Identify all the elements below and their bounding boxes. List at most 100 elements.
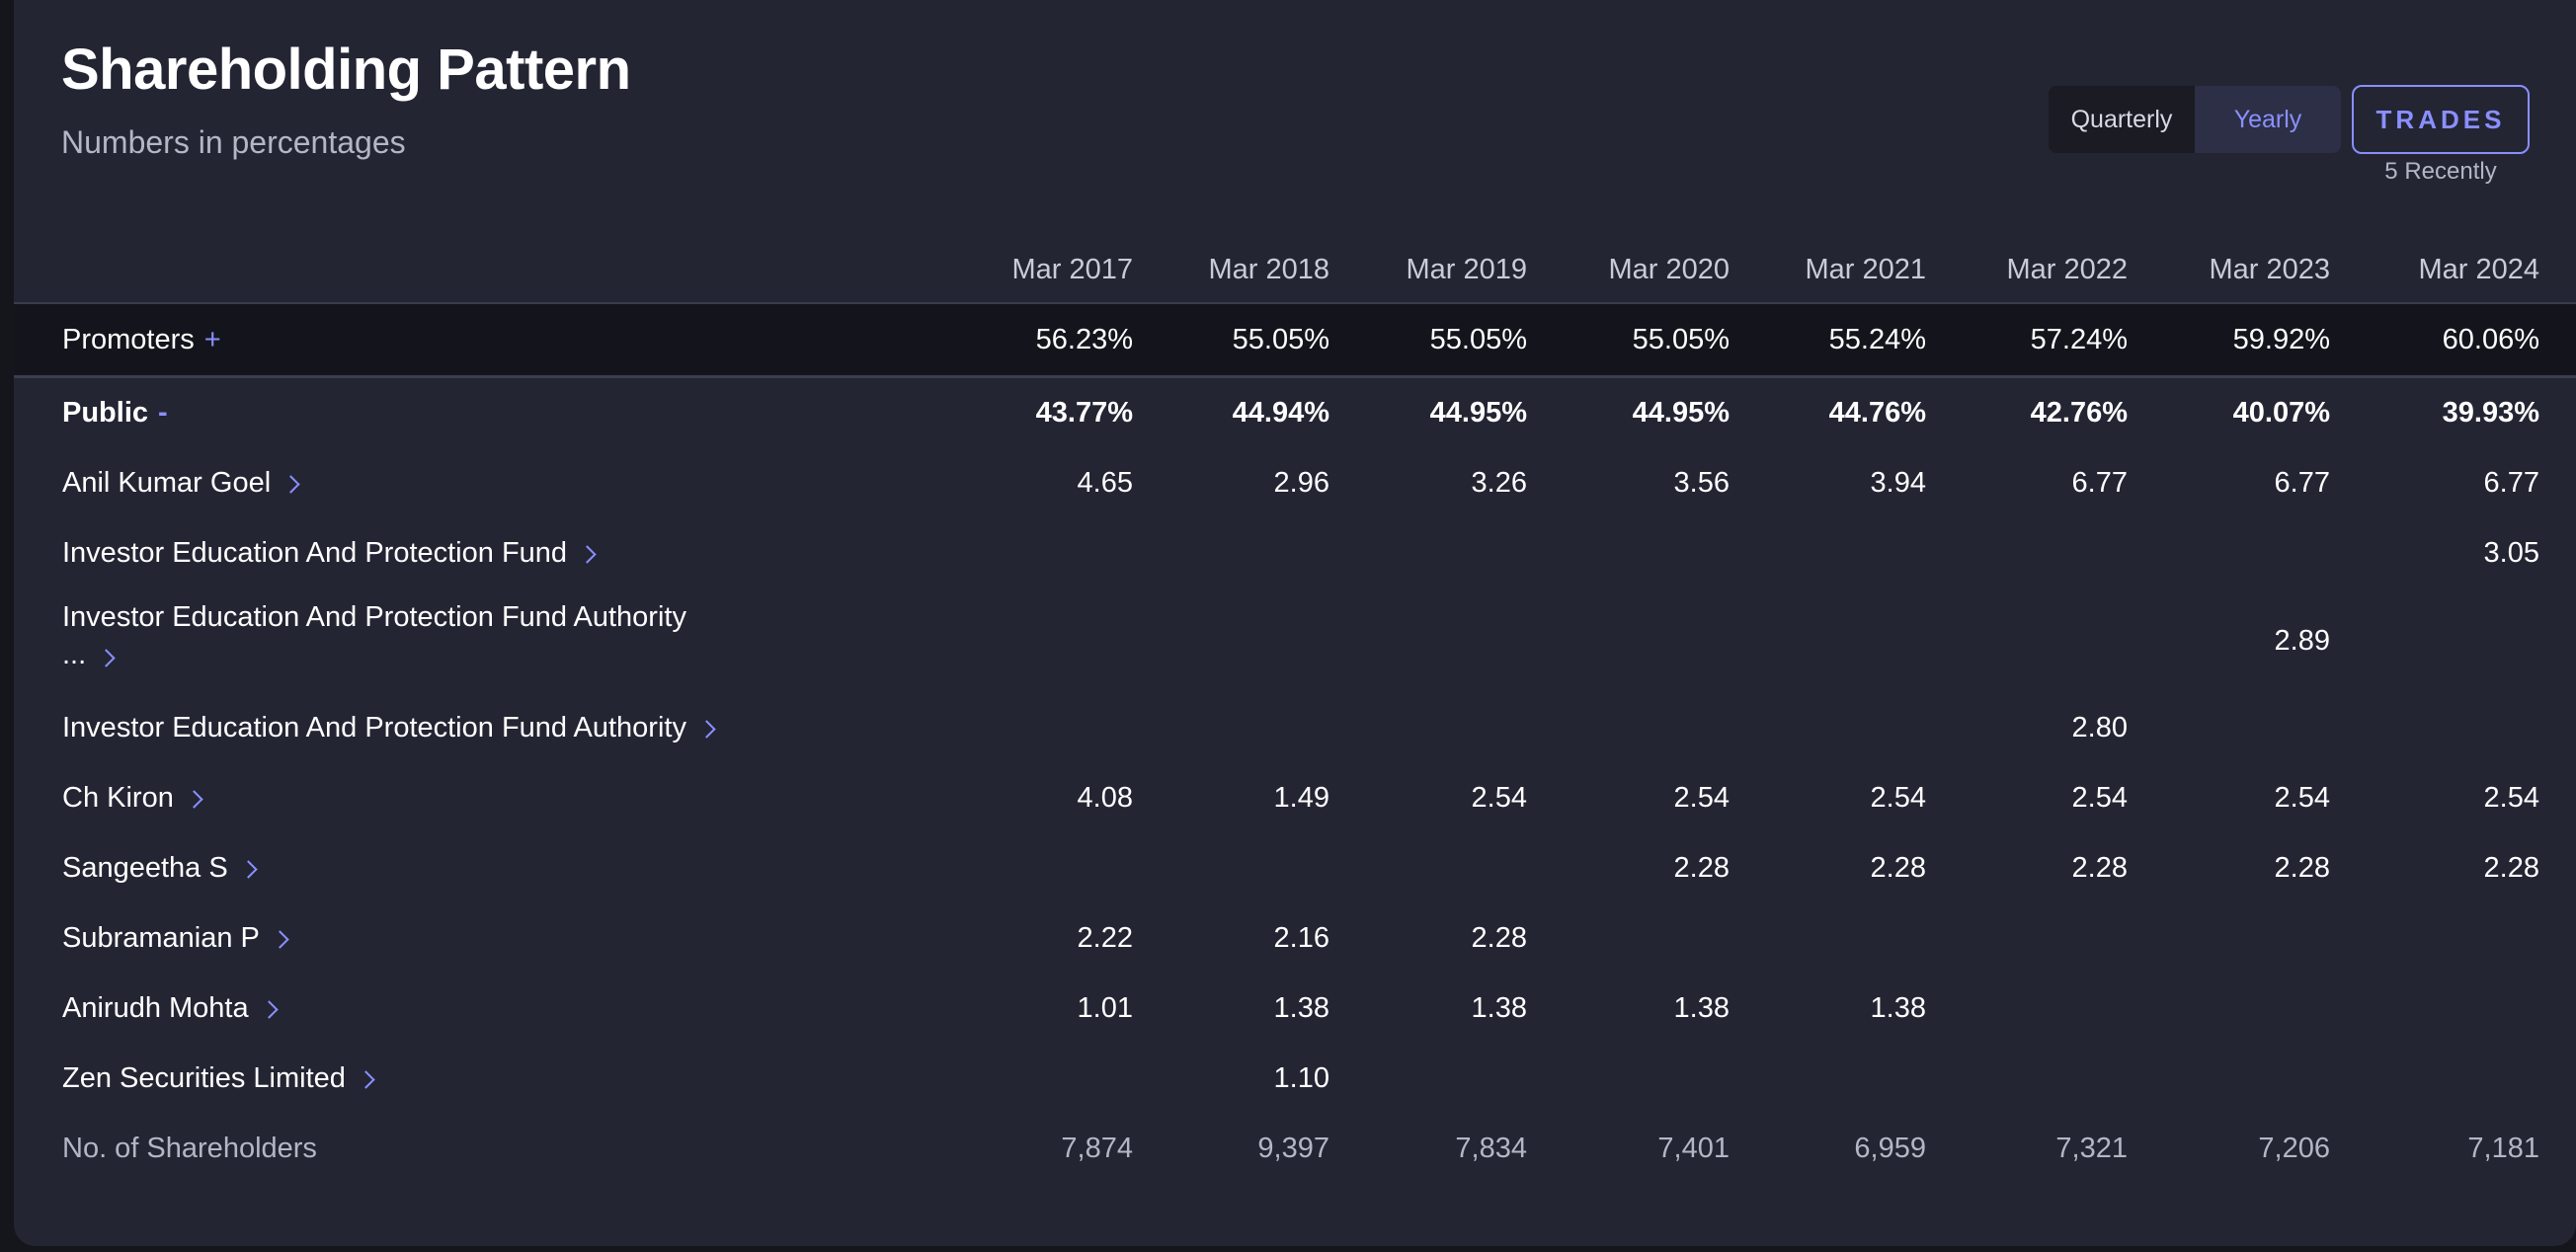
holder-name-text: Anirudh Mohta (62, 992, 249, 1024)
toggle-yearly[interactable]: Yearly (2195, 86, 2341, 153)
table-row[interactable]: Investor Education And Protection Fund A… (14, 693, 2576, 763)
page-title: Shareholding Pattern (61, 38, 631, 102)
table-cell: 56.23% (1035, 323, 1133, 355)
table-cell: 2.28 (2071, 852, 2128, 884)
table-cell (955, 833, 1133, 903)
toggle-quarterly[interactable]: Quarterly (2070, 105, 2173, 133)
promoters-row[interactable]: Promoters + 56.23% 55.05% 55.05% 55.05% … (14, 304, 2576, 378)
table-cell: 60.06% (2442, 323, 2539, 355)
holder-name-text: Anil Kumar Goel (62, 467, 272, 499)
table-row[interactable]: Ch Kiron 4.08 1.49 2.54 2.54 2.54 2.54 2… (14, 763, 2576, 833)
table-cell (1152, 518, 1329, 588)
table-cell: 2.28 (2274, 852, 2330, 884)
table-cell (1349, 518, 1527, 588)
table-cell: 2.28 (1870, 852, 1926, 884)
table-cell: 6.77 (2483, 467, 2539, 499)
chevron-right-icon[interactable] (357, 1070, 375, 1089)
table-cell (1950, 518, 2128, 588)
holder-name-text: Zen Securities Limited (62, 1062, 346, 1094)
table-cell (2362, 1044, 2539, 1114)
shareholding-table: Mar 2017 Mar 2018 Mar 2019 Mar 2020 Mar … (14, 237, 2576, 1184)
table-cell (955, 693, 1133, 763)
table-cell: 3.26 (1471, 467, 1527, 499)
table-cell: 2.16 (1273, 922, 1329, 954)
chevron-right-icon[interactable] (185, 790, 203, 809)
table-cell (1748, 518, 1926, 588)
table-cell: 2.54 (2274, 782, 2330, 814)
table-cell: 2.96 (1273, 467, 1329, 499)
table-cell (1552, 693, 1730, 763)
chevron-right-icon[interactable] (697, 720, 716, 739)
table-cell: 39.93% (2442, 397, 2539, 429)
table-cell: 55.05% (1632, 323, 1730, 355)
table-cell: 1.38 (1471, 992, 1527, 1024)
table-row[interactable]: Investor Education And Protection Fund 3… (14, 518, 2576, 588)
table-row[interactable]: Anirudh Mohta 1.01 1.38 1.38 1.38 1.38 (14, 974, 2576, 1044)
chevron-right-icon[interactable] (578, 545, 597, 564)
table-row[interactable]: Investor Education And Protection Fund A… (14, 588, 2576, 693)
table-row[interactable]: Zen Securities Limited 1.10 (14, 1044, 2576, 1114)
column-header: Mar 2024 (2418, 253, 2539, 285)
table-cell (1152, 693, 1329, 763)
table-cell: 3.05 (2483, 537, 2539, 569)
table-cell (955, 518, 1133, 588)
table-cell: 4.08 (1077, 782, 1133, 814)
table-cell: 1.38 (1673, 992, 1730, 1024)
table-cell: 43.77% (1035, 397, 1133, 429)
trades-button[interactable]: TRADES (2352, 85, 2530, 154)
collapse-public-button[interactable]: - (158, 397, 168, 429)
chevron-right-icon[interactable] (239, 860, 258, 879)
table-cell (1950, 974, 2128, 1044)
table-row[interactable]: Sangeetha S 2.28 2.28 2.28 2.28 2.28 (14, 833, 2576, 903)
chevron-right-icon[interactable] (97, 649, 116, 667)
table-row[interactable]: Subramanian P 2.22 2.16 2.28 (14, 903, 2576, 974)
table-cell: 7,181 (2467, 1133, 2539, 1164)
holder-name-text: Subramanian P (62, 922, 260, 954)
table-cell: 7,206 (2258, 1133, 2330, 1164)
table-cell (1748, 588, 1926, 693)
expand-promoters-button[interactable]: + (203, 323, 221, 355)
public-row[interactable]: Public - 43.77% 44.94% 44.95% 44.95% 44.… (14, 378, 2576, 448)
table-cell: 1.10 (1273, 1062, 1329, 1094)
table-cell: 3.56 (1673, 467, 1730, 499)
table-cell: 57.24% (2030, 323, 2128, 355)
table-cell: 2.28 (2483, 852, 2539, 884)
table-cell (2362, 974, 2539, 1044)
table-cell: 6.77 (2274, 467, 2330, 499)
holder-name-text: Sangeetha S (62, 852, 228, 884)
chevron-right-icon[interactable] (271, 930, 289, 949)
table-cell (1552, 903, 1730, 974)
table-cell (1950, 903, 2128, 974)
holder-name: Anil Kumar Goel (62, 448, 300, 518)
holder-name: Anirudh Mohta (62, 974, 279, 1044)
column-header: Mar 2021 (1805, 253, 1926, 285)
shareholders-row: No. of Shareholders 7,874 9,397 7,834 7,… (14, 1114, 2576, 1184)
ellipsis-text: ... (62, 639, 87, 670)
table-cell (2152, 903, 2330, 974)
table-cell (1349, 588, 1527, 693)
table-cell: 55.05% (1232, 323, 1329, 355)
table-header-row: Mar 2017 Mar 2018 Mar 2019 Mar 2020 Mar … (14, 237, 2576, 304)
holder-name: Sangeetha S (62, 833, 258, 903)
holder-name-text: Investor Education And Protection Fund A… (62, 712, 686, 743)
table-cell: 7,401 (1657, 1133, 1730, 1164)
table-cell: 55.24% (1828, 323, 1926, 355)
table-cell: 2.54 (2071, 782, 2128, 814)
table-cell (1748, 693, 1926, 763)
table-cell (955, 1044, 1133, 1114)
table-cell: 6.77 (2071, 467, 2128, 499)
table-cell (1349, 833, 1527, 903)
chevron-right-icon[interactable] (259, 1000, 279, 1019)
table-cell: 7,321 (2055, 1133, 2128, 1164)
table-cell (1552, 588, 1730, 693)
holder-name-text: Investor Education And Protection Fund (62, 537, 568, 569)
holder-name: Ch Kiron (62, 763, 203, 833)
table-cell (2152, 1044, 2330, 1114)
table-cell (1748, 903, 1926, 974)
holder-name: Investor Education And Protection Fund (62, 518, 597, 588)
table-row[interactable]: Anil Kumar Goel 4.65 2.96 3.26 3.56 3.94… (14, 448, 2576, 518)
table-cell (955, 588, 1133, 693)
table-cell: 2.89 (2274, 624, 2330, 657)
chevron-right-icon[interactable] (282, 475, 300, 494)
table-cell (1950, 1044, 2128, 1114)
